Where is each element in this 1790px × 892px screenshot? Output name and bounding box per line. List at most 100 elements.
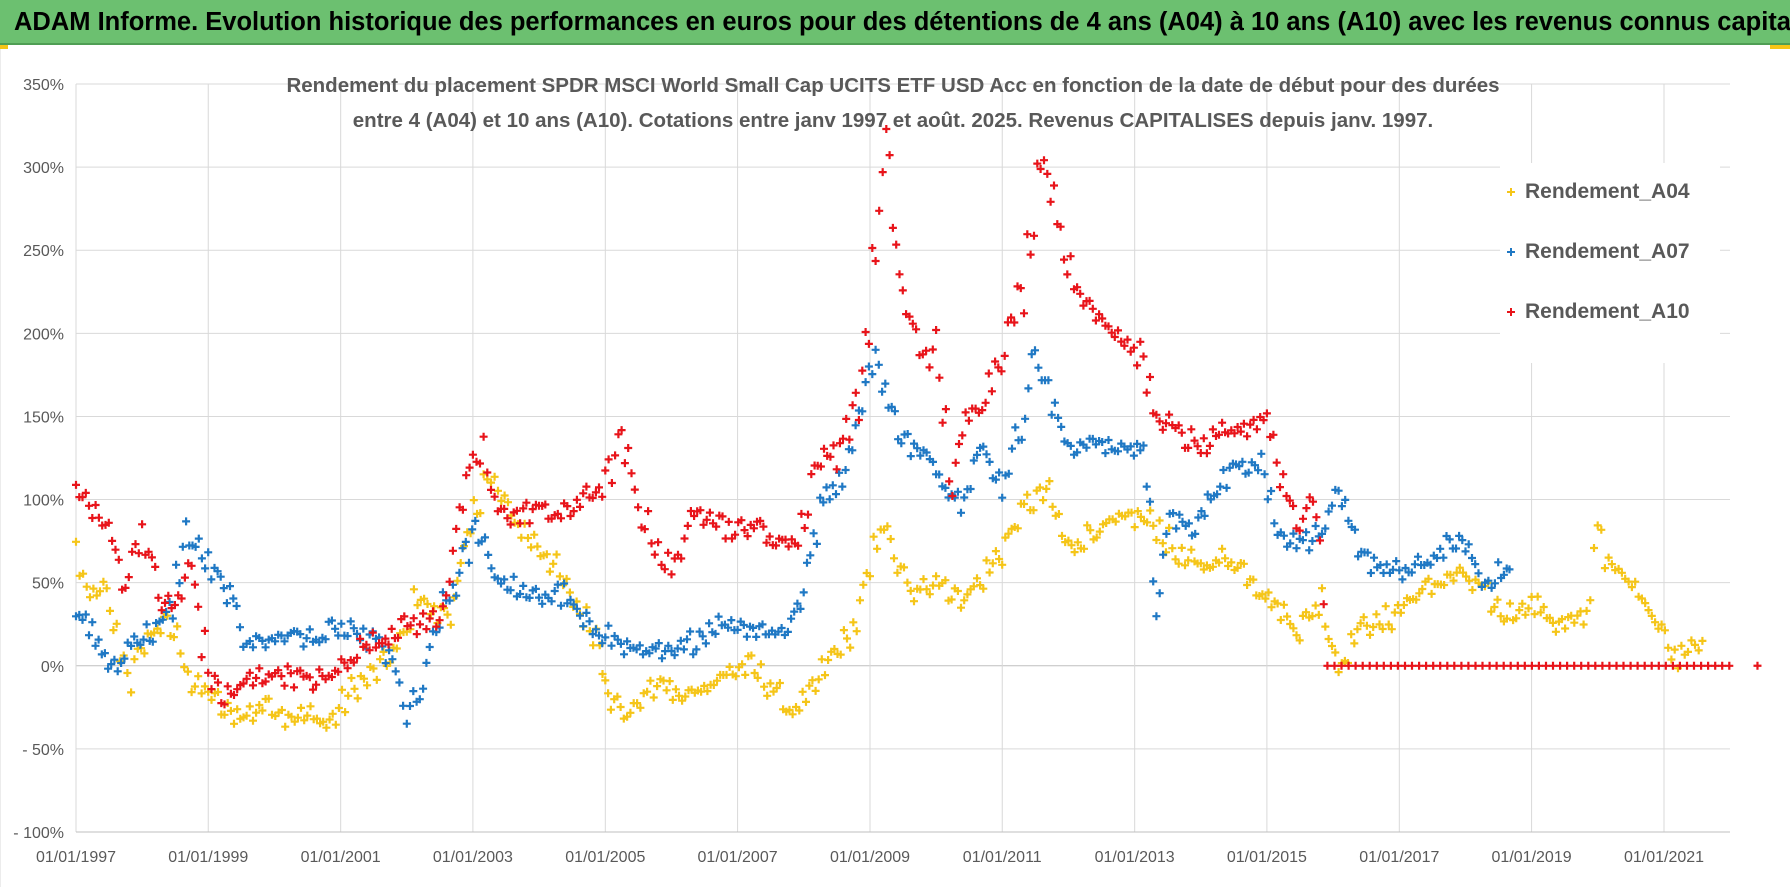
point-rendement_a10 bbox=[620, 459, 629, 468]
point-rendement_a04 bbox=[903, 578, 912, 587]
point-rendement_a07 bbox=[107, 660, 116, 669]
point-rendement_a10 bbox=[1305, 493, 1314, 502]
point-rendement_a10 bbox=[1513, 661, 1522, 670]
point-rendement_a07 bbox=[100, 649, 109, 658]
point-rendement_a07 bbox=[402, 719, 411, 728]
point-rendement_a10 bbox=[1612, 661, 1621, 670]
point-rendement_a04 bbox=[760, 682, 769, 691]
point-rendement_a10 bbox=[483, 468, 492, 477]
point-rendement_a10 bbox=[1319, 600, 1328, 609]
point-rendement_a07 bbox=[1114, 447, 1122, 456]
point-rendement_a04 bbox=[353, 694, 362, 703]
point-rendement_a07 bbox=[645, 649, 654, 658]
banner-title: ADAM Informe. Evolution historique des p… bbox=[14, 8, 1790, 36]
point-rendement_a07 bbox=[452, 591, 461, 600]
point-rendement_a07 bbox=[998, 493, 1007, 502]
x-tick-label: 01/01/1997 bbox=[36, 849, 116, 866]
point-rendement_a10 bbox=[111, 545, 120, 554]
point-rendement_a10 bbox=[490, 492, 499, 501]
point-rendement_a04 bbox=[220, 710, 229, 719]
point-rendement_a10 bbox=[566, 512, 575, 520]
point-rendement_a04 bbox=[1399, 601, 1408, 609]
point-rendement_a04 bbox=[1158, 539, 1167, 548]
point-rendement_a10 bbox=[277, 672, 286, 681]
point-rendement_a10 bbox=[500, 504, 509, 513]
legend-marker bbox=[1507, 308, 1515, 316]
point-rendement_a07 bbox=[110, 655, 119, 664]
point-rendement_a07 bbox=[733, 625, 742, 634]
point-rendement_a10 bbox=[406, 621, 415, 630]
point-rendement_a04 bbox=[1048, 502, 1057, 511]
point-rendement_a07 bbox=[302, 634, 311, 643]
point-rendement_a07 bbox=[689, 650, 698, 659]
point-rendement_a04 bbox=[1171, 555, 1180, 564]
point-rendement_a04 bbox=[1273, 599, 1282, 608]
point-rendement_a04 bbox=[156, 629, 165, 638]
x-tick-label: 01/01/2013 bbox=[1095, 849, 1175, 866]
point-rendement_a07 bbox=[1057, 422, 1066, 431]
point-rendement_a07 bbox=[569, 600, 578, 609]
point-rendement_a04 bbox=[245, 702, 254, 711]
point-rendement_a07 bbox=[236, 623, 244, 632]
point-rendement_a10 bbox=[91, 501, 100, 509]
point-rendement_a10 bbox=[971, 404, 980, 413]
point-rendement_a10 bbox=[816, 462, 825, 471]
point-rendement_a07 bbox=[516, 590, 525, 598]
point-rendement_a10 bbox=[220, 700, 229, 709]
point-rendement_a07 bbox=[1126, 442, 1135, 451]
point-rendement_a10 bbox=[1177, 428, 1186, 437]
point-rendement_a04 bbox=[738, 660, 747, 669]
point-rendement_a07 bbox=[497, 579, 505, 588]
point-rendement_a10 bbox=[164, 591, 173, 600]
point-rendement_a10 bbox=[1605, 661, 1614, 670]
point-rendement_a10 bbox=[1117, 337, 1126, 346]
point-rendement_a07 bbox=[1175, 510, 1184, 519]
point-rendement_a04 bbox=[1174, 559, 1183, 568]
point-rendement_a07 bbox=[1398, 575, 1407, 584]
point-rendement_a10 bbox=[190, 580, 199, 589]
point-rendement_a10 bbox=[1450, 661, 1459, 670]
point-rendement_a10 bbox=[1436, 661, 1445, 670]
point-rendement_a10 bbox=[1647, 661, 1656, 670]
point-rendement_a10 bbox=[895, 270, 904, 279]
point-rendement_a10 bbox=[448, 546, 457, 555]
point-rendement_a10 bbox=[442, 591, 451, 600]
point-rendement_a04 bbox=[772, 684, 781, 692]
point-rendement_a10 bbox=[476, 459, 484, 468]
point-rendement_a10 bbox=[334, 667, 343, 676]
point-rendement_a04 bbox=[1083, 521, 1092, 530]
point-rendement_a10 bbox=[353, 653, 361, 662]
point-rendement_a04 bbox=[1502, 614, 1511, 623]
point-rendement_a04 bbox=[893, 568, 902, 577]
y-tick-label: - 100% bbox=[13, 825, 64, 842]
point-rendement_a04 bbox=[197, 689, 206, 698]
point-rendement_a07 bbox=[576, 611, 584, 620]
point-rendement_a04 bbox=[252, 708, 261, 717]
point-rendement_a07 bbox=[337, 619, 346, 628]
point-rendement_a07 bbox=[1169, 509, 1178, 518]
point-rendement_a04 bbox=[1321, 622, 1330, 631]
point-rendement_a10 bbox=[702, 515, 711, 524]
point-rendement_a07 bbox=[1197, 507, 1206, 516]
point-rendement_a04 bbox=[1375, 620, 1384, 629]
point-rendement_a04 bbox=[130, 655, 139, 664]
point-rendement_a07 bbox=[1490, 579, 1499, 588]
point-rendement_a10 bbox=[1584, 661, 1593, 670]
point-rendement_a10 bbox=[941, 405, 950, 414]
point-rendement_a10 bbox=[144, 547, 153, 556]
point-rendement_a07 bbox=[162, 607, 171, 616]
point-rendement_a10 bbox=[1506, 661, 1515, 670]
point-rendement_a04 bbox=[552, 550, 561, 559]
point-rendement_a04 bbox=[753, 673, 762, 682]
point-rendement_a10 bbox=[81, 488, 90, 497]
point-rendement_a07 bbox=[1292, 544, 1301, 553]
point-rendement_a04 bbox=[633, 699, 642, 708]
point-rendement_a07 bbox=[415, 695, 424, 704]
point-rendement_a07 bbox=[1370, 553, 1378, 562]
point-rendement_a07 bbox=[1471, 560, 1480, 569]
point-rendement_a07 bbox=[353, 629, 361, 638]
point-rendement_a04 bbox=[785, 705, 794, 714]
point-rendement_a10 bbox=[1598, 661, 1607, 670]
point-rendement_a10 bbox=[737, 516, 746, 525]
point-rendement_a04 bbox=[1249, 575, 1258, 584]
